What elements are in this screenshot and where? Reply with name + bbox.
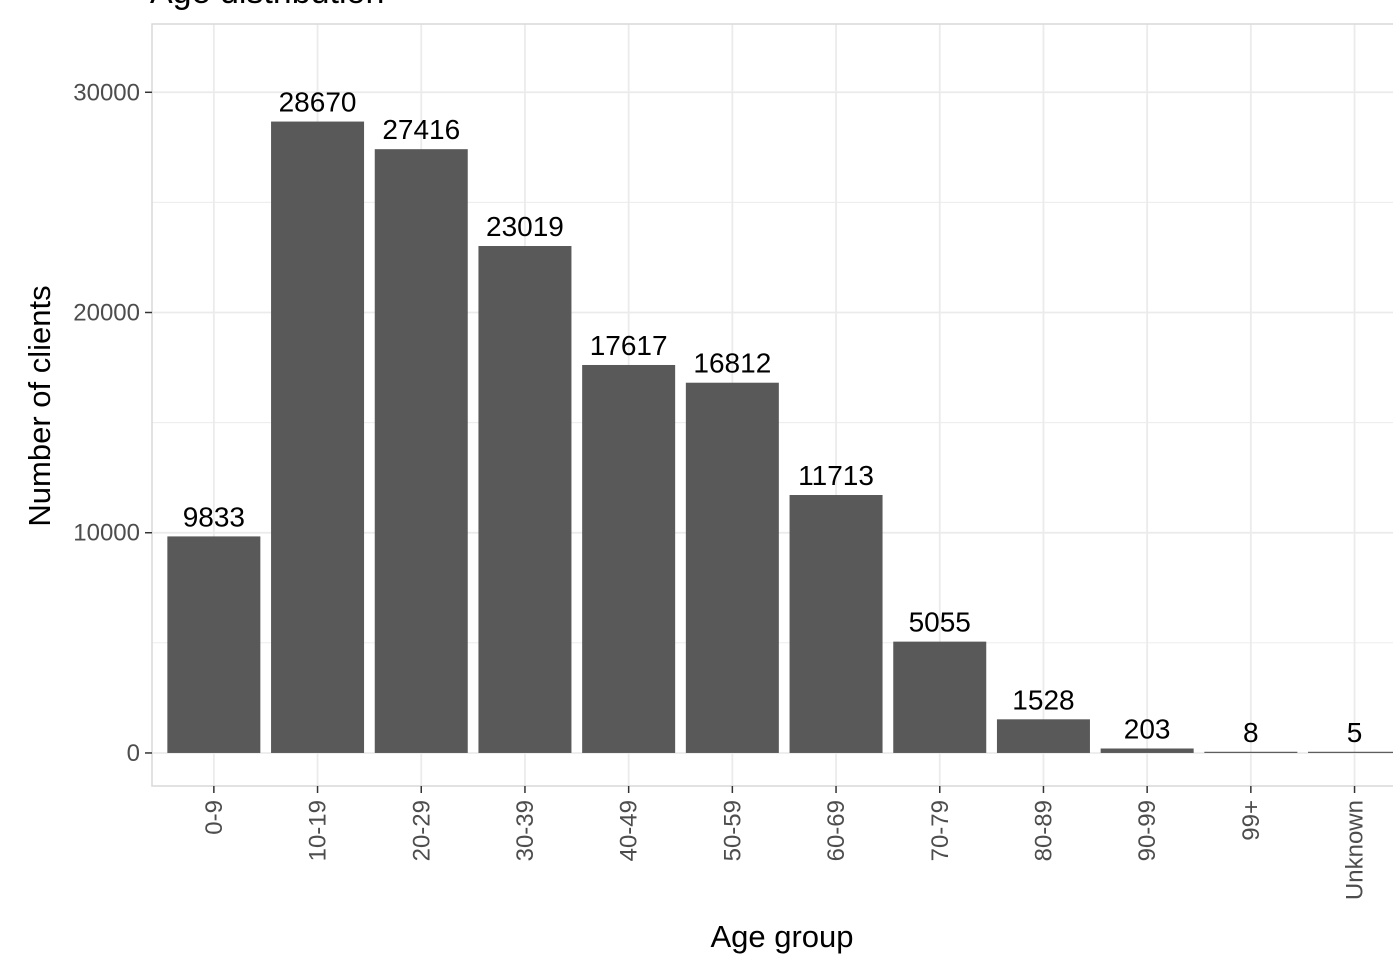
- chart-title: Age distribution: [150, 0, 384, 11]
- x-tick-label: 60-69: [823, 800, 850, 861]
- bar-0-9: [167, 536, 261, 753]
- data-label: 17617: [590, 330, 668, 361]
- x-tick-label: 30-39: [512, 800, 539, 861]
- x-tick-label: 50-59: [719, 800, 746, 861]
- bar-10-19: [271, 121, 365, 753]
- x-tick-label: 70-79: [927, 800, 954, 861]
- data-label: 16812: [693, 348, 771, 379]
- data-label: 1528: [1012, 684, 1074, 715]
- y-tick-label: 0: [127, 740, 140, 767]
- data-labels-layer: 9833 28670 27416 23019 17617 16812 11713 5055 15…: [183, 87, 1363, 748]
- bar-50-59: [685, 382, 779, 753]
- x-tick-label: 90-99: [1134, 800, 1161, 861]
- data-label: 23019: [486, 211, 564, 242]
- y-tick-label: 10000: [73, 520, 140, 547]
- y-axis-title: Number of clients: [22, 285, 57, 526]
- data-label: 8: [1243, 717, 1259, 748]
- x-tick-label: 80-89: [1030, 800, 1057, 861]
- bar-90-99: [1100, 748, 1194, 753]
- bar-99-: [1204, 751, 1298, 753]
- data-label: 9833: [183, 501, 245, 532]
- bar-70-79: [893, 641, 987, 753]
- x-axis: 0-9 10-19 20-29 30-39 40-49 50-59 60-69 70-79 80…: [201, 786, 1369, 900]
- data-label: 203: [1124, 713, 1171, 744]
- bar-80-89: [996, 719, 1090, 753]
- data-label: 5: [1347, 717, 1363, 748]
- data-label: 27416: [382, 114, 460, 145]
- x-axis-title: Age group: [710, 919, 853, 954]
- x-tick-label: 10-19: [305, 800, 332, 861]
- x-tick-label: 0-9: [201, 800, 228, 835]
- bar-40-49: [582, 364, 676, 753]
- bars-layer: [167, 121, 1393, 753]
- data-label: 28670: [279, 87, 357, 118]
- data-label: 11713: [798, 460, 874, 491]
- y-tick-label: 30000: [73, 79, 140, 106]
- y-axis: 0 10000 20000 30000: [73, 79, 152, 767]
- panel-border: [151, 23, 1393, 787]
- x-tick-label: 20-29: [408, 800, 435, 861]
- data-label: 5055: [909, 607, 971, 638]
- x-tick-label: Unknown: [1342, 800, 1369, 900]
- bar-unknown: [1308, 751, 1393, 753]
- x-tick-label: 99+: [1238, 800, 1265, 841]
- bar-60-69: [789, 495, 883, 753]
- y-tick-label: 20000: [73, 300, 140, 327]
- x-tick-label: 40-49: [616, 800, 643, 861]
- bar-20-29: [374, 149, 468, 753]
- bar-30-39: [478, 246, 572, 753]
